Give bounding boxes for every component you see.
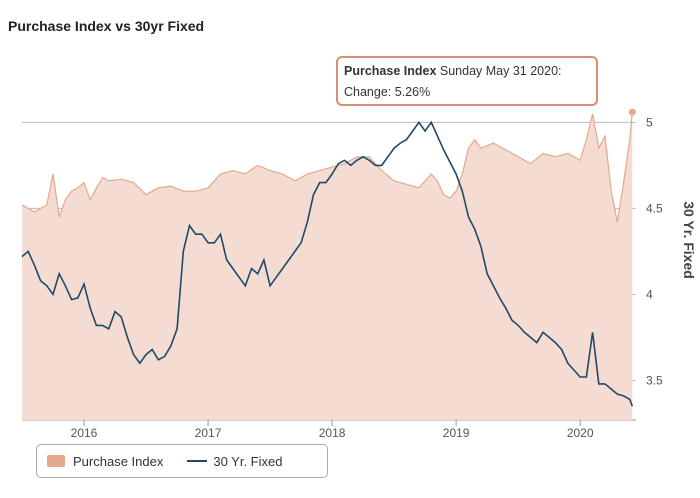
tooltip-series-name: Purchase Index: [344, 64, 437, 78]
legend-item-purchase-index[interactable]: Purchase Index: [47, 454, 163, 469]
y-tick-label: 4: [646, 287, 653, 301]
thirty-yr-fixed-line: [21, 120, 634, 407]
y-tick-label: 5: [646, 115, 653, 129]
tooltip-date: Sunday May 31 2020:: [439, 64, 562, 78]
x-tick-label: 2017: [195, 426, 222, 440]
area-layer: [21, 108, 636, 420]
purchase-index-last-point: [628, 108, 636, 116]
tooltip-change-label: Change:: [344, 85, 392, 99]
right-axis-title: 30 Yr. Fixed: [681, 201, 697, 279]
legend-line-30yr-fixed: [187, 460, 208, 462]
purchase-index-line: [21, 112, 633, 223]
tooltip: Purchase Index Sunday May 31 2020: Chang…: [336, 56, 598, 106]
tooltip-change-value: 5.26%: [394, 85, 431, 99]
legend-swatch-purchase-index: [47, 455, 65, 467]
tick-layer: 3.5 4 4.5 5 2016 2017 2018 2019 2020: [71, 115, 663, 440]
x-tick-label: 2018: [319, 426, 346, 440]
line-layer: [21, 120, 634, 407]
y-tick-label: 4.5: [646, 201, 663, 215]
chart-title: Purchase Index vs 30yr Fixed: [8, 18, 205, 34]
y-tick-label: 3.5: [646, 373, 663, 387]
legend-label-30yr-fixed: 30 Yr. Fixed: [213, 453, 283, 469]
tooltip-line-2: Change: 5.26%: [344, 82, 590, 103]
purchase-index-area: [22, 112, 633, 420]
legend: Purchase Index 30 Yr. Fixed: [36, 444, 328, 478]
x-tick-label: 2016: [71, 426, 98, 440]
legend-item-30yr-fixed[interactable]: 30 Yr. Fixed: [181, 454, 282, 469]
x-tick-label: 2020: [567, 426, 594, 440]
x-tick-label: 2019: [443, 426, 470, 440]
legend-label-purchase-index: Purchase Index: [73, 453, 164, 469]
tooltip-line-1: Purchase Index Sunday May 31 2020:: [344, 61, 590, 82]
